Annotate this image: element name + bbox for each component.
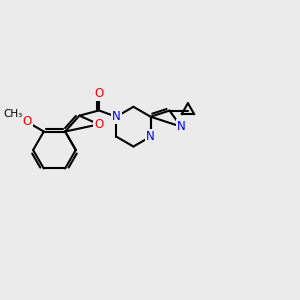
Text: O: O — [94, 118, 104, 131]
Text: N: N — [177, 120, 186, 133]
Text: CH₃: CH₃ — [3, 109, 22, 119]
Text: O: O — [22, 116, 32, 128]
Text: O: O — [94, 87, 104, 101]
Text: N: N — [146, 130, 155, 143]
Text: N: N — [112, 110, 121, 123]
